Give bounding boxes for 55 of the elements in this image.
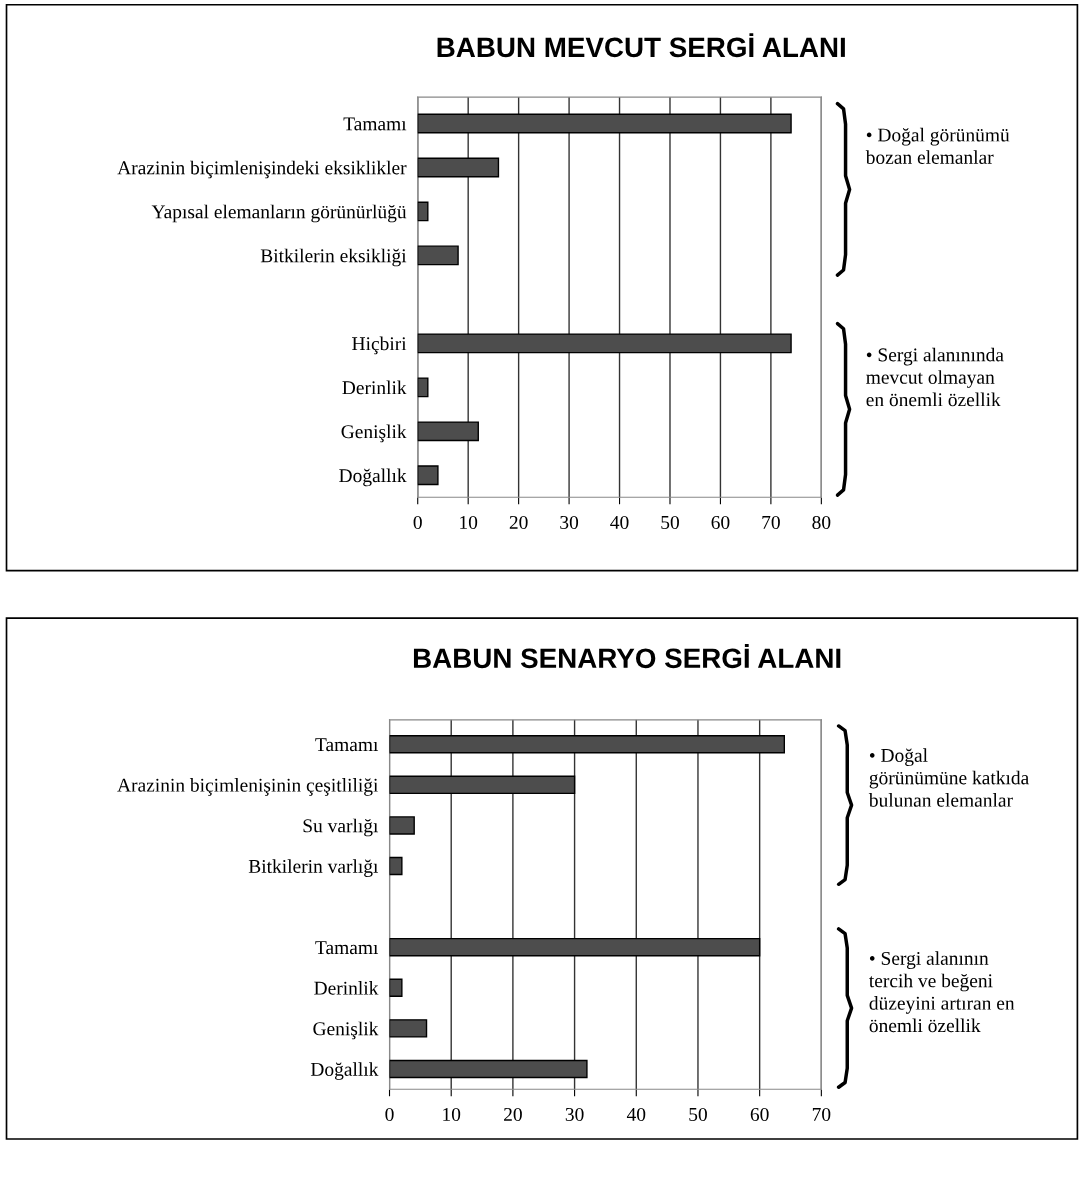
y-tick-label: Tamamı xyxy=(315,738,379,752)
x-tick-label: 0 xyxy=(385,1107,394,1122)
bar xyxy=(389,775,576,795)
y-tick-label: Su varlığı xyxy=(303,818,379,837)
y-tick-label: Arazinin biçimlenişinin çeşitliliği xyxy=(117,778,379,796)
text: • Sergi alanınında mevcut olmayan en önemli özellik xyxy=(866,347,1004,407)
y-tick-label: Tamamı xyxy=(343,117,407,131)
y-tick-label: Tamamı xyxy=(315,941,379,955)
bar xyxy=(417,157,500,178)
x-tick-label: 10 xyxy=(443,1107,461,1122)
y-tick-label: Doğallık xyxy=(310,1062,379,1080)
y-tick-label: Genişlik xyxy=(313,1021,379,1040)
chart-title: BABUN SENARYO SERGİ ALANI xyxy=(413,644,841,669)
y-tick-label: Derinlik xyxy=(342,380,407,395)
bar xyxy=(389,937,761,957)
x-tick-label: 70 xyxy=(762,515,780,530)
x-tick-label: 30 xyxy=(560,515,579,530)
y-tick-label: Genişlik xyxy=(341,424,407,443)
text: • Doğal görünümüne katkıda bulunan elemanlar xyxy=(868,748,1029,807)
x-tick-label: 40 xyxy=(610,515,629,530)
x-tick-label: 40 xyxy=(626,1107,646,1122)
x-tick-label: 20 xyxy=(509,515,528,530)
y-tick-label: Hiçbiri xyxy=(352,336,407,355)
y-tick-label: Yapısal elemanların görünürlüğü xyxy=(151,204,407,223)
bar xyxy=(389,735,786,754)
y-tick-label: Bitkilerin eksikliği xyxy=(260,248,407,267)
x-tick-label: 60 xyxy=(711,515,730,530)
bar xyxy=(417,245,459,266)
bar xyxy=(389,978,403,998)
bar xyxy=(417,465,439,486)
bar xyxy=(389,1019,428,1038)
bar xyxy=(417,113,792,134)
x-tick-label: 50 xyxy=(661,515,679,530)
x-tick-label: 50 xyxy=(689,1107,707,1122)
bar xyxy=(389,1059,588,1079)
bar xyxy=(389,816,415,835)
x-tick-label: 80 xyxy=(812,515,831,530)
bar xyxy=(389,856,403,876)
x-tick-label: 20 xyxy=(504,1107,522,1122)
bar xyxy=(417,421,479,442)
y-tick-label: Derinlik xyxy=(314,981,379,995)
x-tick-label: 0 xyxy=(413,515,422,530)
x-tick-label: 10 xyxy=(460,515,478,530)
x-tick-label: 60 xyxy=(750,1107,769,1122)
y-tick-label: Arazinin biçimlenişindeki eksiklikler xyxy=(117,160,407,179)
bar xyxy=(417,377,429,398)
x-tick-label: 30 xyxy=(565,1107,584,1122)
text: • Doğal görünümü bozan elemanlar xyxy=(865,127,1010,164)
bar xyxy=(417,333,792,354)
y-tick-label: Doğallık xyxy=(339,468,407,487)
chart-title: BABUN MEVCUT SERGİ ALANI xyxy=(437,33,845,58)
text: • Sergi alanının tercih ve beğeni düzeyini artıran en önemli özellik xyxy=(869,951,1015,1033)
bar xyxy=(417,201,429,222)
y-tick-label: Bitkilerin varlığı xyxy=(248,859,379,877)
x-tick-label: 70 xyxy=(812,1107,831,1122)
